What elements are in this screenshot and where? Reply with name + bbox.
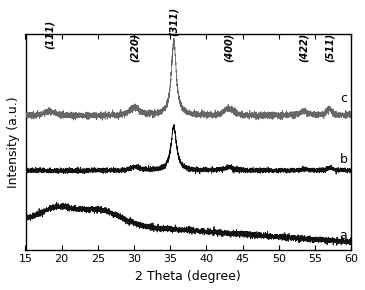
Text: b: b <box>339 153 347 166</box>
Text: (311): (311) <box>169 7 179 36</box>
X-axis label: 2 Theta (degree): 2 Theta (degree) <box>135 270 241 283</box>
Text: (511): (511) <box>324 33 334 62</box>
Text: (220): (220) <box>130 33 140 62</box>
Y-axis label: Intensity (a.u.): Intensity (a.u.) <box>7 96 20 188</box>
Text: c: c <box>341 92 347 105</box>
Text: a: a <box>340 229 347 242</box>
Text: (111): (111) <box>45 20 54 49</box>
Text: (422): (422) <box>299 33 309 62</box>
Text: (400): (400) <box>224 33 234 62</box>
